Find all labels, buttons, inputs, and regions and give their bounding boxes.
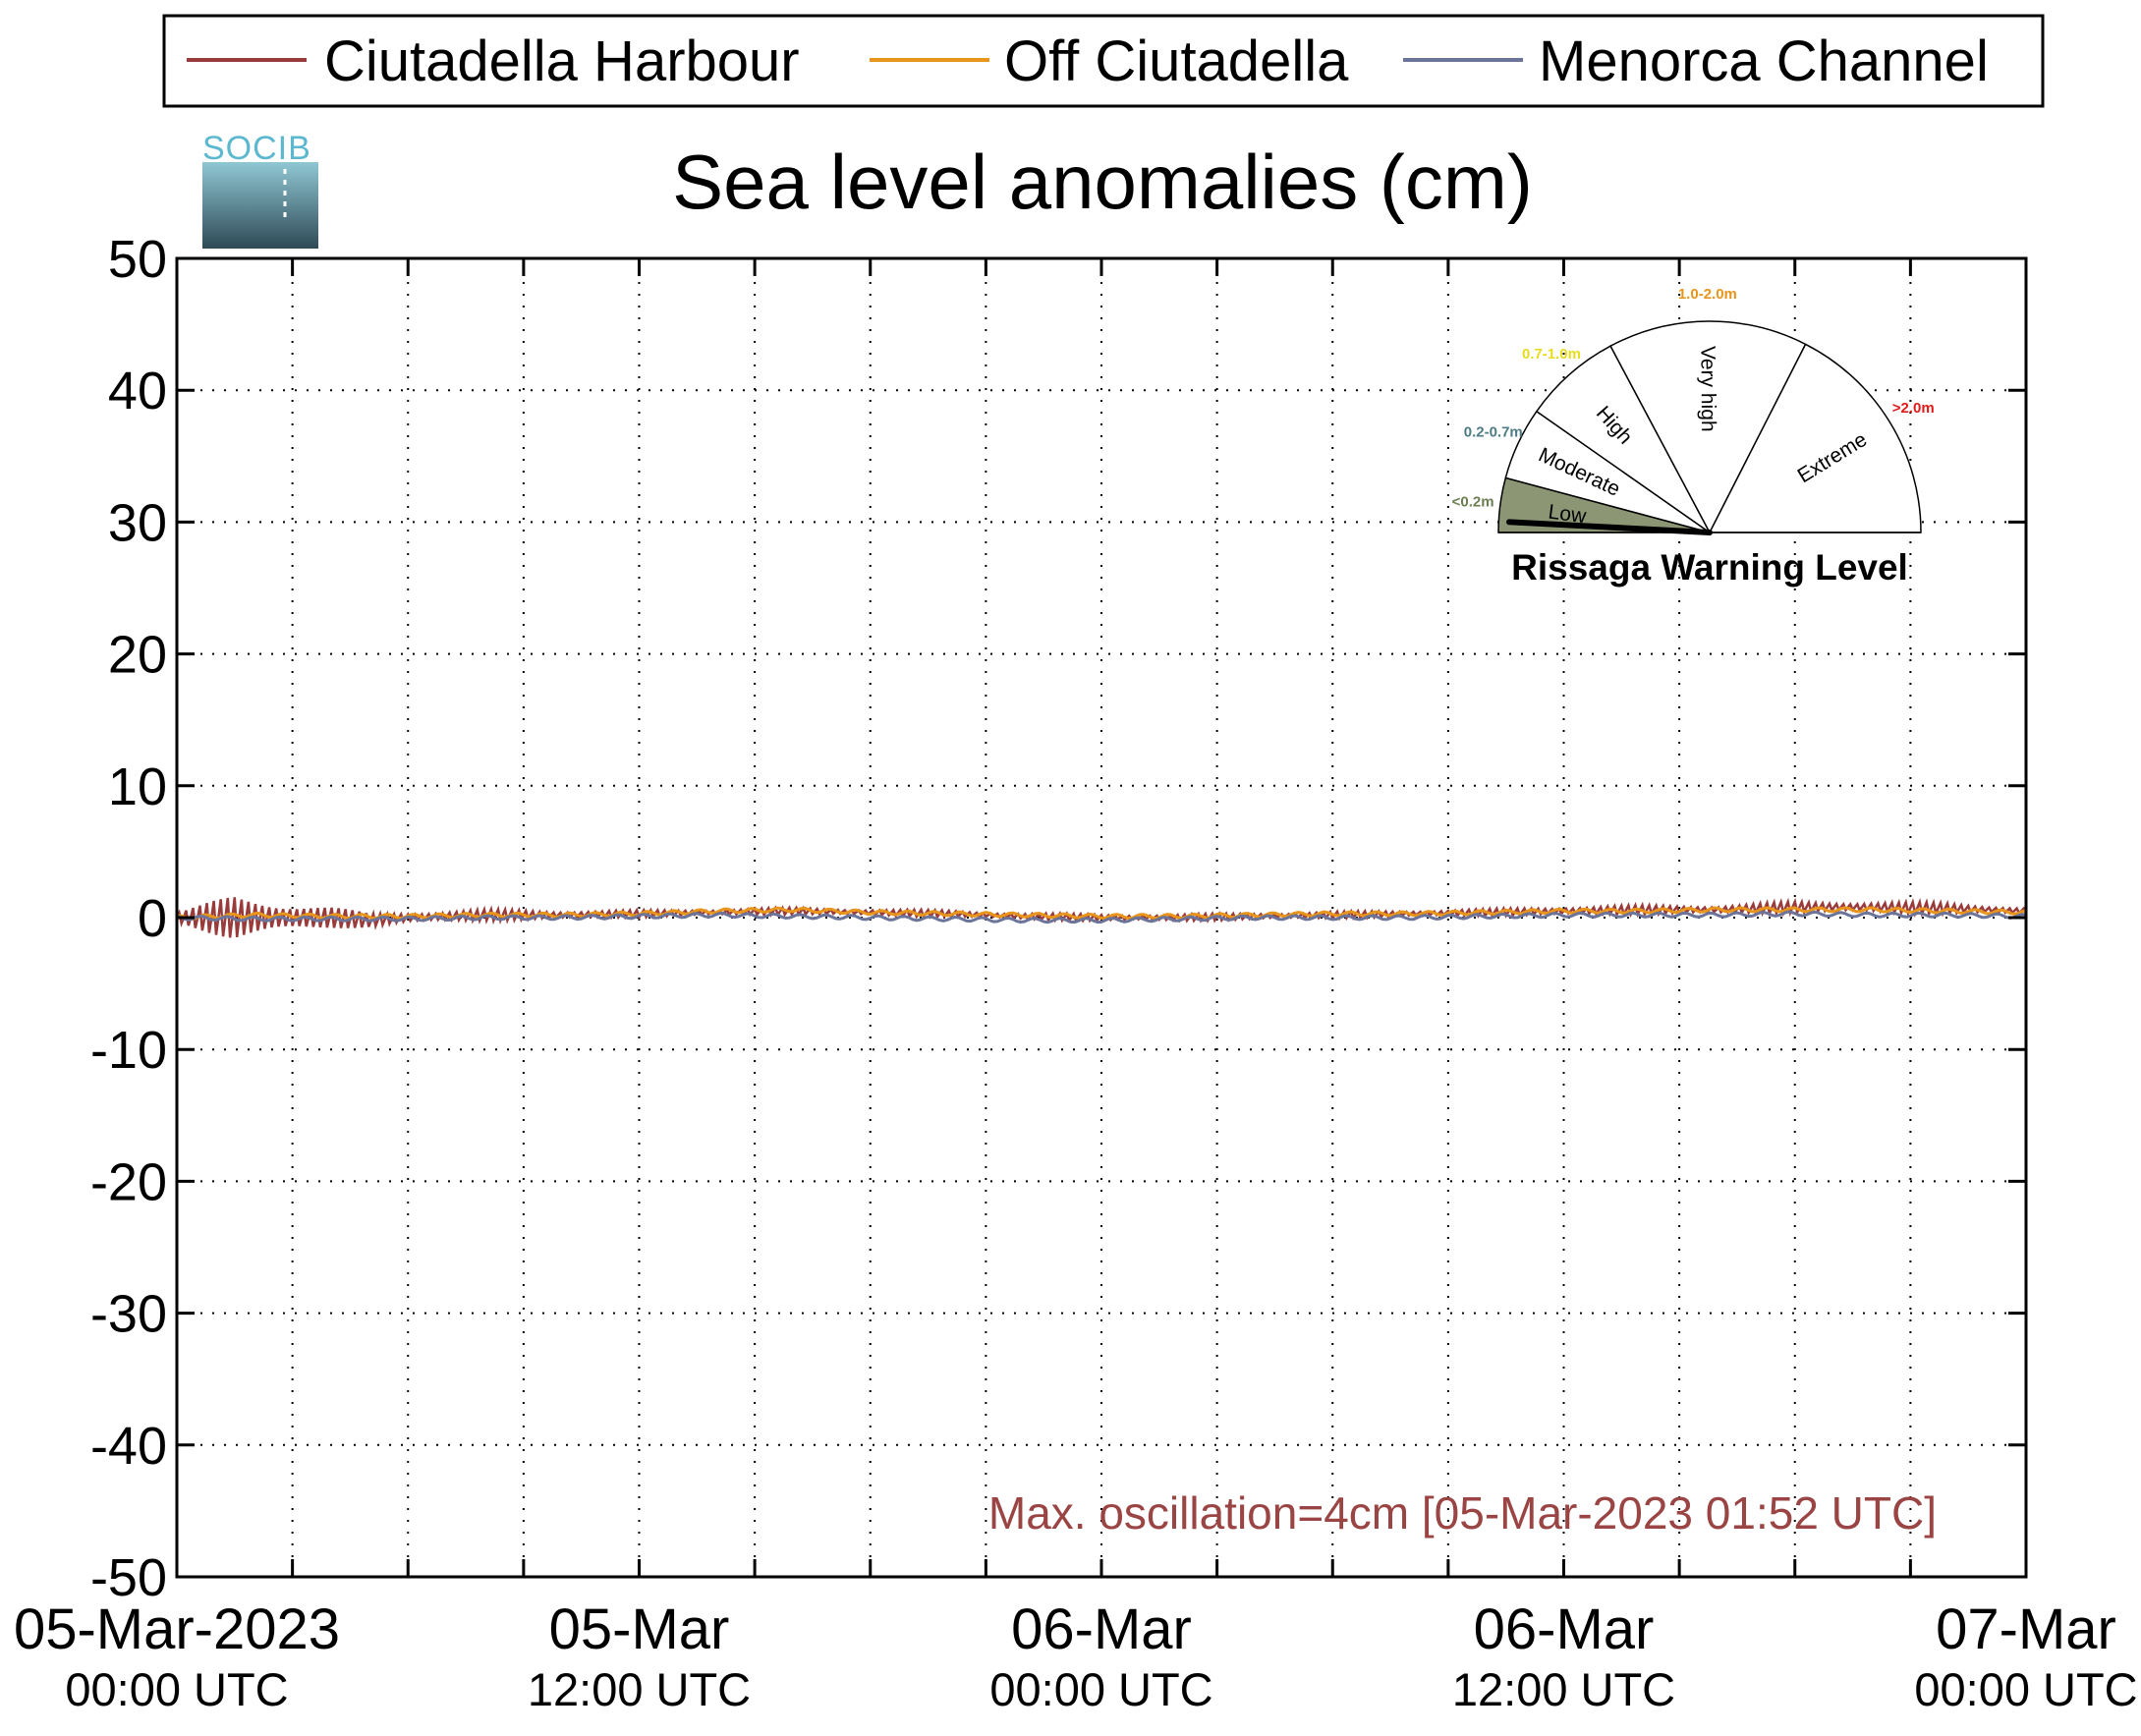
logo-text: SOCIB <box>202 130 311 167</box>
y-tick-label: 50 <box>108 230 167 289</box>
gauge-title: Rissaga Warning Level <box>1511 547 1908 588</box>
x-tick-label-date: 05-Mar-2023 <box>14 1597 340 1661</box>
x-tick-label-time: 12:00 UTC <box>528 1663 751 1715</box>
y-tick-label: 10 <box>108 757 167 816</box>
x-tick-label-time: 00:00 UTC <box>65 1663 288 1715</box>
gauge-segment-very-high <box>1609 320 1807 534</box>
max-oscillation-annotation: Max. oscillation=4cm [05-Mar-2023 01:52 … <box>988 1487 1937 1539</box>
gauge-needle <box>1506 519 1713 535</box>
gauge-segment-high <box>1535 345 1711 533</box>
y-tick-label: 40 <box>108 362 167 420</box>
gauge-range-label: 0.2-0.7m <box>1464 423 1523 440</box>
x-tick-label-date: 07-Mar <box>1936 1597 2116 1661</box>
legend-box <box>162 14 2045 108</box>
socib-logo: SOCIB <box>202 130 318 249</box>
y-axis: 50 40 30 20 10 0 -10 -20 -30 -40 -50 <box>90 230 2026 1607</box>
gauge-range-label: <0.2m <box>1452 493 1494 510</box>
y-tick-label: -40 <box>90 1417 167 1476</box>
y-tick-label: -10 <box>90 1021 167 1080</box>
legend-label-off-ciutadella: Off Ciutadella <box>1004 29 1349 93</box>
x-tick-label-time: 12:00 UTC <box>1452 1663 1675 1715</box>
y-tick-label: 20 <box>108 626 167 685</box>
legend: Ciutadella Harbour Off Ciutadella Menorc… <box>162 14 2045 108</box>
series-layer <box>175 897 2028 938</box>
gauge-segment-label: Very high <box>1696 346 1719 432</box>
y-tick-label: -50 <box>90 1548 167 1607</box>
x-tick-label-date: 06-Mar <box>1474 1597 1655 1661</box>
x-tick-label-date: 05-Mar <box>549 1597 730 1661</box>
legend-label-ciutadella-harbour: Ciutadella Harbour <box>324 29 800 93</box>
y-tick-label: -20 <box>90 1152 167 1211</box>
x-tick-label-date: 06-Mar <box>1011 1597 1192 1661</box>
series-line-menorca-channel <box>176 910 2027 924</box>
x-tick-label-time: 00:00 UTC <box>1914 1663 2137 1715</box>
gauge-range-label: 0.7-1.0m <box>1522 346 1581 363</box>
y-tick-label: -30 <box>90 1285 167 1344</box>
y-tick-label: 30 <box>108 493 167 552</box>
legend-label-menorca-channel: Menorca Channel <box>1539 29 1989 93</box>
gauge-range-label: 1.0-2.0m <box>1678 286 1737 303</box>
gauge-segment-extreme <box>1708 343 1922 533</box>
gauge-range-label: >2.0m <box>1892 400 1935 417</box>
x-tick-label-time: 00:00 UTC <box>989 1663 1212 1715</box>
chart-title: Sea level anomalies (cm) <box>672 139 1533 225</box>
y-tick-label: 0 <box>138 889 167 948</box>
